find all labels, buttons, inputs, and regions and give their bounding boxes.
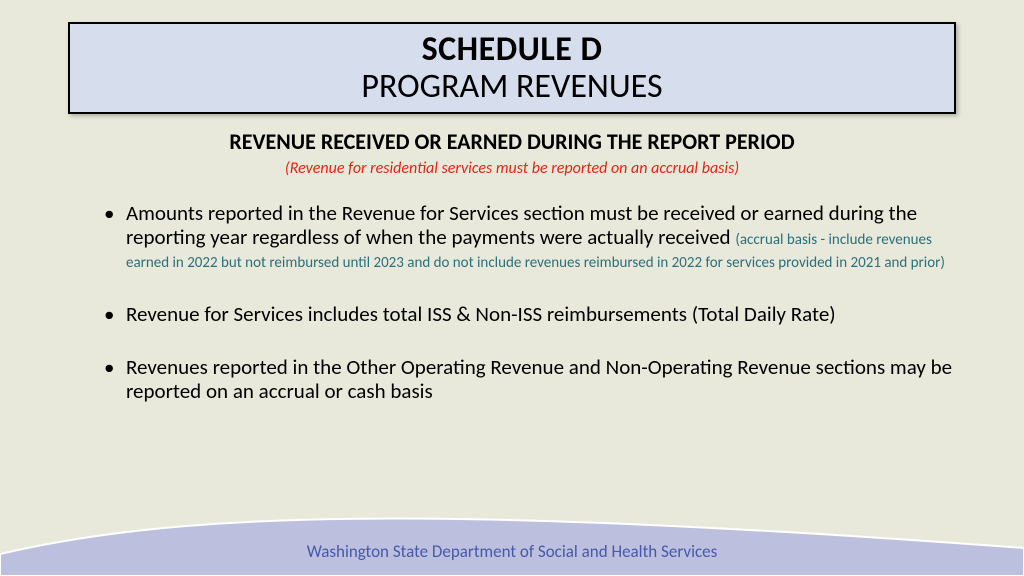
list-item: Amounts reported in the Revenue for Serv… <box>104 202 956 273</box>
title-line1: SCHEDULE D <box>422 31 603 68</box>
footer-text: Washington State Department of Social an… <box>0 541 1024 562</box>
list-item: Revenues reported in the Other Operating… <box>104 356 956 403</box>
footer-swoosh <box>0 504 1024 576</box>
accrual-note: (Revenue for residential services must b… <box>68 159 956 178</box>
list-item: Revenue for Services includes total ISS … <box>104 303 956 327</box>
title-line2: PROGRAM REVENUES <box>361 68 662 105</box>
bullet-main: Revenue for Services includes total ISS … <box>126 301 836 327</box>
subheading: REVENUE RECEIVED OR EARNED DURING THE RE… <box>68 128 956 155</box>
title-box: SCHEDULE D PROGRAM REVENUES <box>68 22 956 114</box>
content-area: REVENUE RECEIVED OR EARNED DURING THE RE… <box>68 128 956 433</box>
bullet-main: Revenues reported in the Other Operating… <box>126 354 952 404</box>
bullet-list: Amounts reported in the Revenue for Serv… <box>68 202 956 403</box>
